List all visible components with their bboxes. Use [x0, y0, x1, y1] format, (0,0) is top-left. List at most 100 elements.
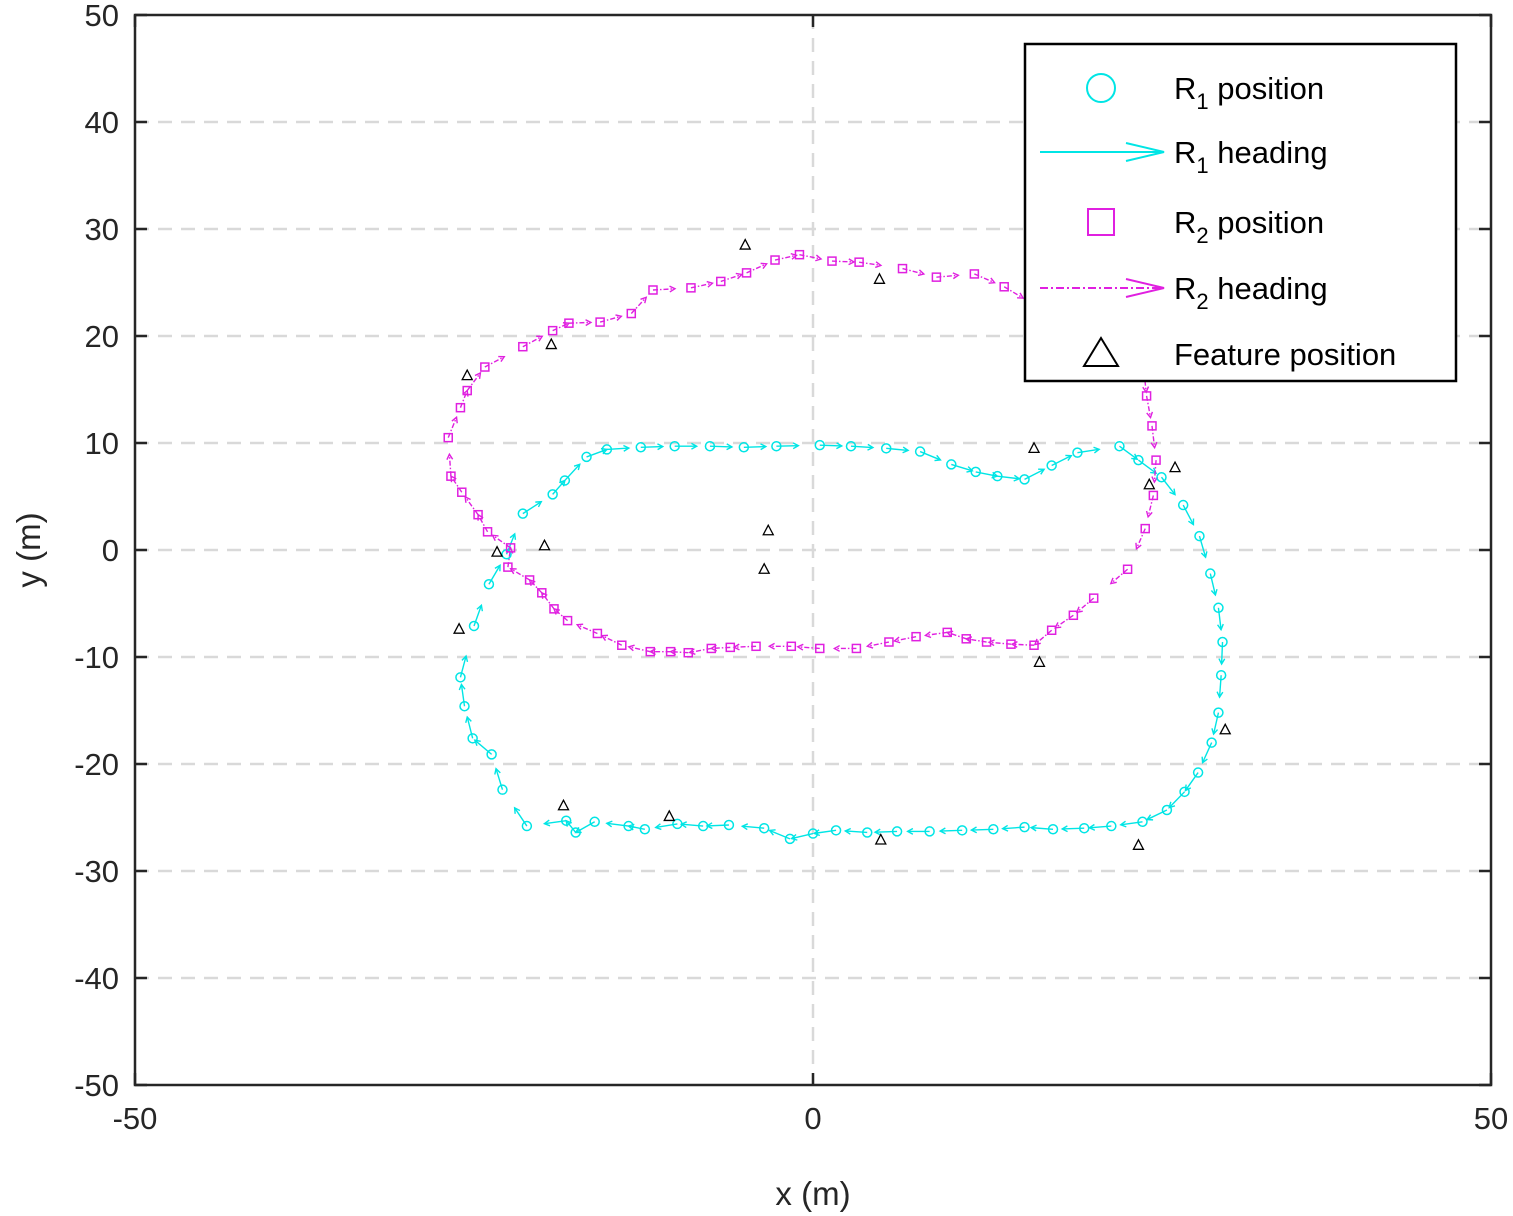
r2-point: [725, 642, 736, 653]
r2-heading-arrow: [509, 568, 530, 581]
feature-point: [739, 238, 752, 250]
r1-point: [1114, 440, 1125, 452]
r1-point: [601, 444, 613, 455]
feature-point: [1219, 722, 1232, 735]
r2-point: [505, 543, 516, 553]
r1-point: [560, 815, 572, 826]
r2-point: [999, 282, 1009, 292]
r1-heading-arrow: [743, 443, 768, 451]
r1-heading-arrow: [674, 442, 699, 450]
axis-ticks: -50 -40 -30 -20 -10 0 10 20 30 40 50 -50 0 50: [74, 0, 1508, 1136]
r1-heading-arrow: [465, 715, 474, 739]
r2-point: [686, 283, 696, 293]
r2-point: [480, 362, 490, 372]
r2-point: [897, 263, 908, 274]
r1-heading-arrow: [1029, 824, 1054, 832]
legend-label-r1_head: R1 heading: [1174, 135, 1328, 178]
r1-point: [1194, 530, 1205, 542]
legend-label-feature: Feature position: [1174, 337, 1396, 372]
feature-point: [490, 545, 504, 557]
r2-point: [648, 285, 658, 295]
r2-point: [455, 402, 466, 413]
r2-point: [770, 255, 780, 265]
r1-heading-arrow: [951, 463, 974, 473]
r1-point: [547, 489, 558, 500]
r1-heading-arrow: [790, 832, 814, 841]
r1-point: [814, 439, 826, 451]
r1-heading-arrow: [654, 823, 678, 831]
r1-point: [1161, 804, 1173, 816]
r2-point: [1029, 640, 1039, 650]
r2-point: [961, 634, 971, 644]
r1-point: [1106, 820, 1117, 832]
r1-heading-arrow: [1060, 825, 1085, 833]
r1-heading-arrow: [819, 442, 844, 450]
r1-point: [623, 820, 634, 832]
legend-marker-r2-position: [1087, 208, 1115, 236]
r2-point: [473, 509, 483, 520]
r2-point: [815, 643, 825, 654]
r1-heading-arrow: [1209, 573, 1218, 597]
r1-heading-arrow: [740, 823, 765, 831]
y-tick-label: -50: [74, 1068, 119, 1103]
r1-point: [1047, 824, 1059, 835]
feature-point: [762, 523, 775, 536]
r1-point: [970, 466, 981, 478]
r1-heading-arrow: [1077, 446, 1101, 454]
r1-point: [669, 440, 680, 452]
r1-point: [1205, 568, 1216, 579]
feature-point: [538, 538, 551, 551]
r2-point: [518, 341, 528, 352]
feature-point: [873, 272, 886, 284]
r1-point: [704, 440, 716, 452]
r1-heading-arrow: [1211, 712, 1220, 736]
r2-point: [786, 641, 797, 652]
r1-heading-arrow: [886, 446, 910, 454]
r1-point: [956, 825, 968, 836]
r2-point: [1068, 610, 1079, 621]
feature-point: [758, 562, 771, 574]
r1-point: [468, 620, 480, 632]
r1-heading-arrow: [873, 828, 898, 836]
r1-point: [521, 820, 533, 832]
r1-point: [497, 784, 508, 795]
r1-heading-arrow: [1216, 675, 1224, 699]
r1-point: [807, 828, 819, 839]
r2-point: [1140, 523, 1150, 534]
r1-heading-arrow: [1138, 459, 1158, 475]
r1-heading-arrow: [1160, 476, 1176, 496]
r1-heading-arrow: [605, 820, 629, 828]
r2-heading-arrow: [1109, 568, 1129, 585]
r1-point: [517, 508, 529, 519]
r2-heading-arrow: [630, 296, 648, 315]
r1-heading-arrow: [906, 827, 930, 835]
y-tick-label: -30: [74, 854, 119, 889]
r1-heading-arrow: [513, 806, 528, 827]
r1-point: [467, 733, 478, 744]
r2-point: [851, 643, 862, 654]
r1-heading-arrow: [606, 444, 631, 452]
r2-point: [462, 385, 472, 396]
r1-heading-arrow: [488, 564, 501, 585]
r2-point: [911, 631, 921, 642]
r2-point: [524, 575, 535, 585]
x-tick-label: -50: [113, 1101, 158, 1136]
r1-point: [880, 443, 892, 454]
legend-label-r1_pos: R1 position: [1174, 71, 1324, 114]
r1-point: [581, 451, 592, 463]
r2-point: [794, 249, 805, 260]
r1-point: [589, 816, 600, 828]
legend-marker-feature: [1082, 336, 1120, 367]
y-axis-label: y (m): [10, 512, 47, 587]
x-axis-label: x (m): [775, 1175, 850, 1212]
feature-point: [557, 798, 570, 811]
r2-point: [1006, 639, 1016, 649]
r1-heading-arrow: [1198, 535, 1208, 559]
r2-point: [503, 562, 513, 572]
r2-point: [854, 257, 864, 267]
r1-heading-arrow: [459, 654, 469, 678]
r1-point: [861, 827, 873, 838]
legend-label-r2_pos: R2 position: [1174, 205, 1324, 248]
feature-point: [1143, 477, 1156, 490]
